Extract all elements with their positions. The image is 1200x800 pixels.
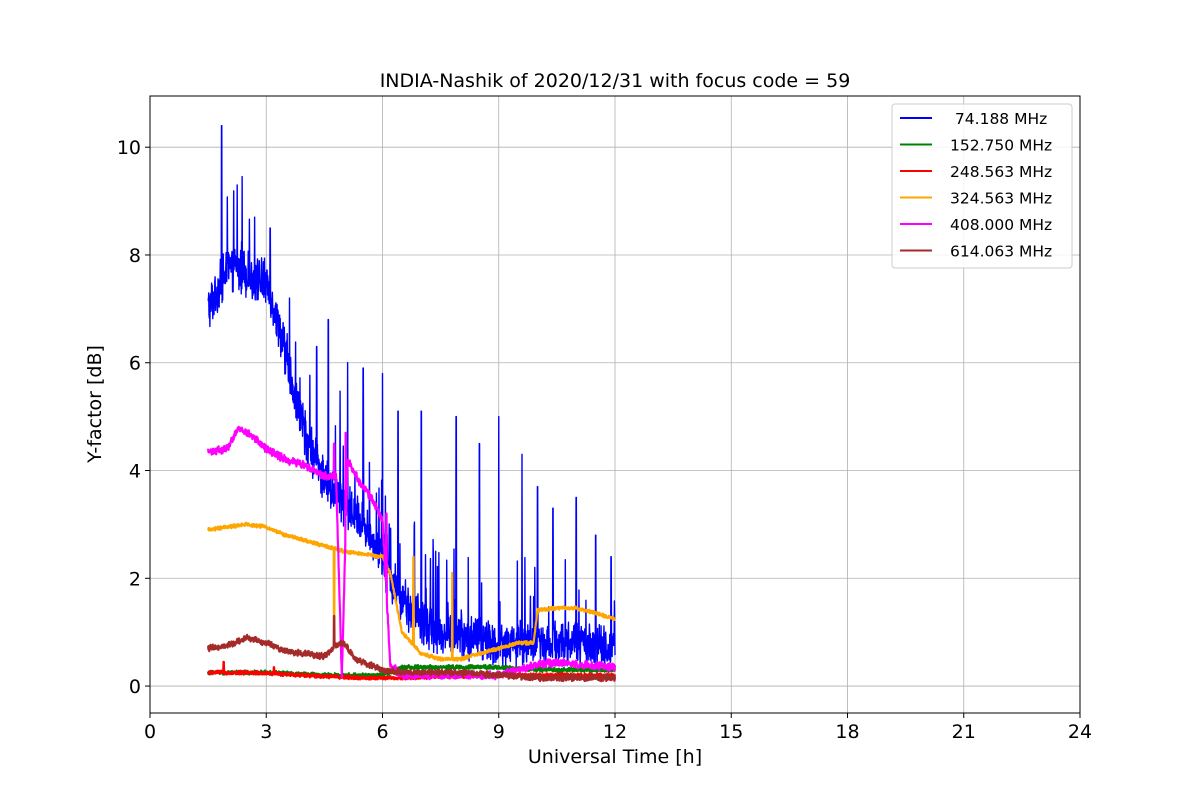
legend: 74.188 MHz 152.750 MHz 248.563 MHz 324.563 …: [891, 103, 1073, 269]
x-tick-label: 6: [376, 721, 388, 743]
legend-entry-label: 152.750 MHz: [950, 137, 1052, 155]
x-tick-label: 0: [144, 721, 156, 743]
y-tick-label: 6: [129, 353, 141, 375]
legend-entry-label: 408.000 MHz: [950, 216, 1052, 234]
y-tick-label: 4: [129, 461, 141, 483]
chart-title: INDIA-Nashik of 2020/12/31 with focus co…: [380, 70, 851, 92]
x-tick-label: 21: [952, 721, 976, 743]
y-axis-label: Y-factor [dB]: [84, 345, 106, 464]
x-tick-label: 9: [493, 721, 505, 743]
x-axis-label: Universal Time [h]: [528, 746, 702, 768]
x-tick-label: 18: [835, 721, 859, 743]
x-tick-label: 3: [260, 721, 272, 743]
plot-series: [207, 124, 617, 683]
y-tick-label: 8: [129, 245, 141, 267]
x-tick-label: 24: [1068, 721, 1092, 743]
x-tick-label: 12: [603, 721, 627, 743]
legend-entry-label: 248.563 MHz: [950, 163, 1052, 181]
y-tick-label: 0: [129, 676, 141, 698]
legend-entry-label: 614.063 MHz: [950, 243, 1052, 261]
series-line: [207, 614, 617, 683]
series-line: [207, 521, 617, 662]
series-line: [207, 425, 617, 681]
y-tick-label: 10: [117, 137, 141, 159]
legend-entry-label: 324.563 MHz: [950, 190, 1052, 208]
x-tick-label: 15: [719, 721, 743, 743]
legend-entry-label: 74.188 MHz: [950, 110, 1047, 128]
legend-box: [891, 103, 1073, 269]
y-tick-label: 2: [129, 568, 141, 590]
series-line: [207, 124, 616, 673]
